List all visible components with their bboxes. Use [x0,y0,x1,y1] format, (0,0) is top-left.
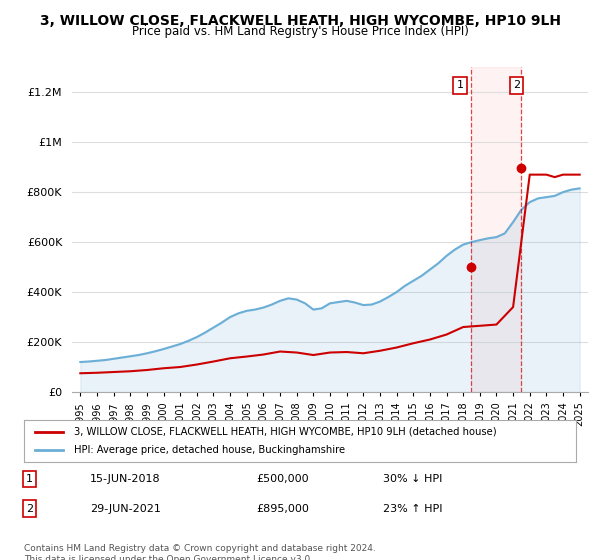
Text: £895,000: £895,000 [256,503,309,514]
Text: Price paid vs. HM Land Registry's House Price Index (HPI): Price paid vs. HM Land Registry's House … [131,25,469,38]
Text: 2: 2 [26,503,33,514]
Text: 30% ↓ HPI: 30% ↓ HPI [383,474,442,484]
Text: 1: 1 [457,80,463,90]
Text: 3, WILLOW CLOSE, FLACKWELL HEATH, HIGH WYCOMBE, HP10 9LH: 3, WILLOW CLOSE, FLACKWELL HEATH, HIGH W… [40,14,560,28]
Text: 2: 2 [513,80,520,90]
Text: Contains HM Land Registry data © Crown copyright and database right 2024.
This d: Contains HM Land Registry data © Crown c… [24,544,376,560]
Text: 23% ↑ HPI: 23% ↑ HPI [383,503,442,514]
Text: 1: 1 [26,474,33,484]
Text: HPI: Average price, detached house, Buckinghamshire: HPI: Average price, detached house, Buck… [74,445,345,455]
Text: 15-JUN-2018: 15-JUN-2018 [90,474,161,484]
Text: 3, WILLOW CLOSE, FLACKWELL HEATH, HIGH WYCOMBE, HP10 9LH (detached house): 3, WILLOW CLOSE, FLACKWELL HEATH, HIGH W… [74,427,496,437]
Text: £500,000: £500,000 [256,474,308,484]
Bar [470,67,521,392]
Text: 29-JUN-2021: 29-JUN-2021 [90,503,161,514]
